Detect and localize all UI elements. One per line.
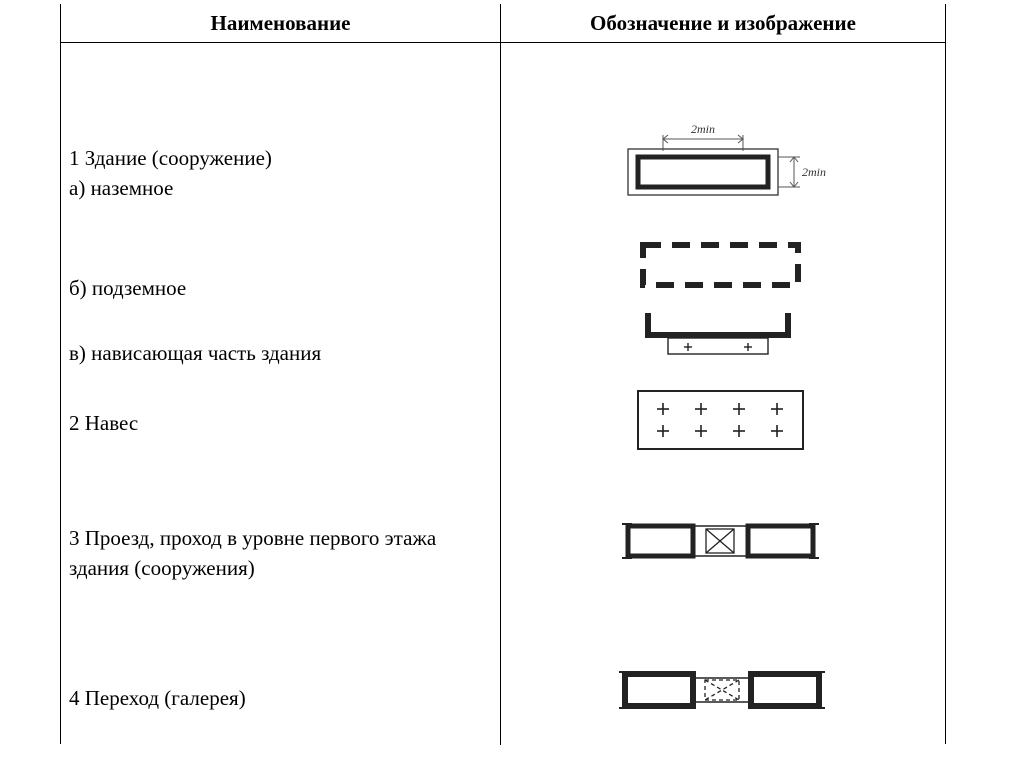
row2: 2 Навес (69, 408, 492, 438)
table-header: Наименование Обозначение и изображение (61, 4, 945, 43)
symbol-canopy (501, 381, 945, 461)
header-right: Обозначение и изображение (501, 4, 945, 42)
symbol-building-above-ground: 2min 2min (501, 121, 945, 211)
dim-top-label: 2min (691, 122, 715, 136)
names-column: 1 Здание (сооружение) а) наземное б) под… (61, 43, 501, 745)
row3: 3 Проезд, проход в уровне первого этажа … (69, 523, 492, 583)
row4: 4 Переход (галерея) (69, 683, 492, 713)
symbol-passage (501, 511, 945, 571)
row1-line2: а) наземное (69, 176, 173, 200)
table-body: 1 Здание (сооружение) а) наземное б) под… (61, 43, 945, 745)
row1b: б) подземное (69, 273, 492, 303)
symbol-gallery (501, 658, 945, 723)
symbol-overhang (501, 305, 945, 365)
symbol-building-underground (501, 233, 945, 293)
table-frame: Наименование Обозначение и изображение 1… (60, 4, 946, 744)
row1-title: 1 Здание (сооружение) а) наземное (69, 143, 492, 203)
row1v: в) нависающая часть здания (69, 338, 492, 368)
row3-line1: 3 Проезд, проход в уровне первого этажа (69, 526, 436, 550)
row3-line2: здания (сооружения) (69, 556, 255, 580)
symbols-column: 2min 2min (501, 43, 945, 745)
dim-right-label: 2min (802, 165, 826, 179)
header-left: Наименование (61, 4, 501, 42)
row1-line1: 1 Здание (сооружение) (69, 146, 272, 170)
